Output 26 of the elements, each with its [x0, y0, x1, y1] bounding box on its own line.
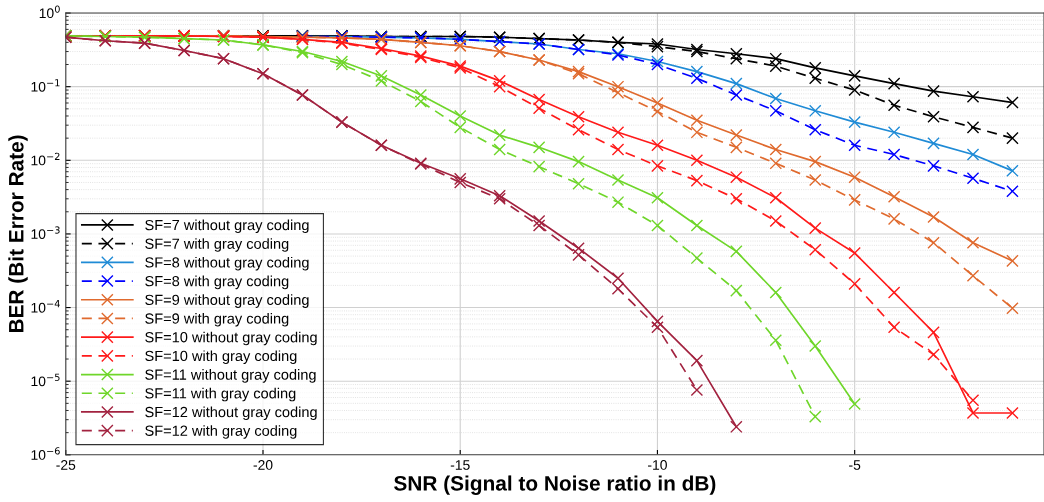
legend-label: SF=11 without gray coding [145, 369, 316, 383]
y-tick-label: 10$^{0}$ [39, 5, 60, 19]
y-tick-label: 10$^{−3}$ [31, 226, 60, 239]
y-tick-label: 10$^{−2}$ [31, 152, 60, 166]
x-tick-label: -10 [648, 460, 667, 470]
legend-label: SF=8 without gray coding [145, 256, 309, 271]
x-tick-label: -5 [849, 460, 861, 470]
legend-label: SF=12 without gray coding [145, 406, 317, 421]
y-tick-label: 10$^{−5}$ [31, 373, 60, 387]
legend-label: SF=9 without gray coding [145, 294, 309, 308]
legend-label: SF=10 with gray coding [145, 350, 297, 364]
legend-label: SF=11 with gray coding [145, 387, 296, 402]
y-tick-label: 10$^{−4}$ [31, 300, 60, 313]
x-tick-label: -15 [450, 460, 470, 470]
legend-label: SF=10 without gray coding [145, 331, 317, 346]
x-axis-title: SNR (Signal to Noise ratio in dB) [394, 475, 716, 495]
x-tick-label: -20 [253, 460, 273, 470]
y-axis-title: BER (Bit Error Rate) [8, 135, 28, 333]
x-tick-label: -25 [56, 460, 76, 470]
y-tick-label: 10$^{−6}$ [31, 447, 60, 460]
legend-label: SF=8 with gray coding [145, 275, 289, 290]
legend-label: SF=7 without gray coding [145, 219, 309, 234]
legend-label: SF=12 with gray coding [145, 425, 297, 439]
legend-label: SF=9 with gray coding [145, 312, 289, 327]
y-tick-label: 10$^{−1}$ [31, 79, 60, 92]
legend-label: SF=7 with gray coding [145, 238, 289, 252]
